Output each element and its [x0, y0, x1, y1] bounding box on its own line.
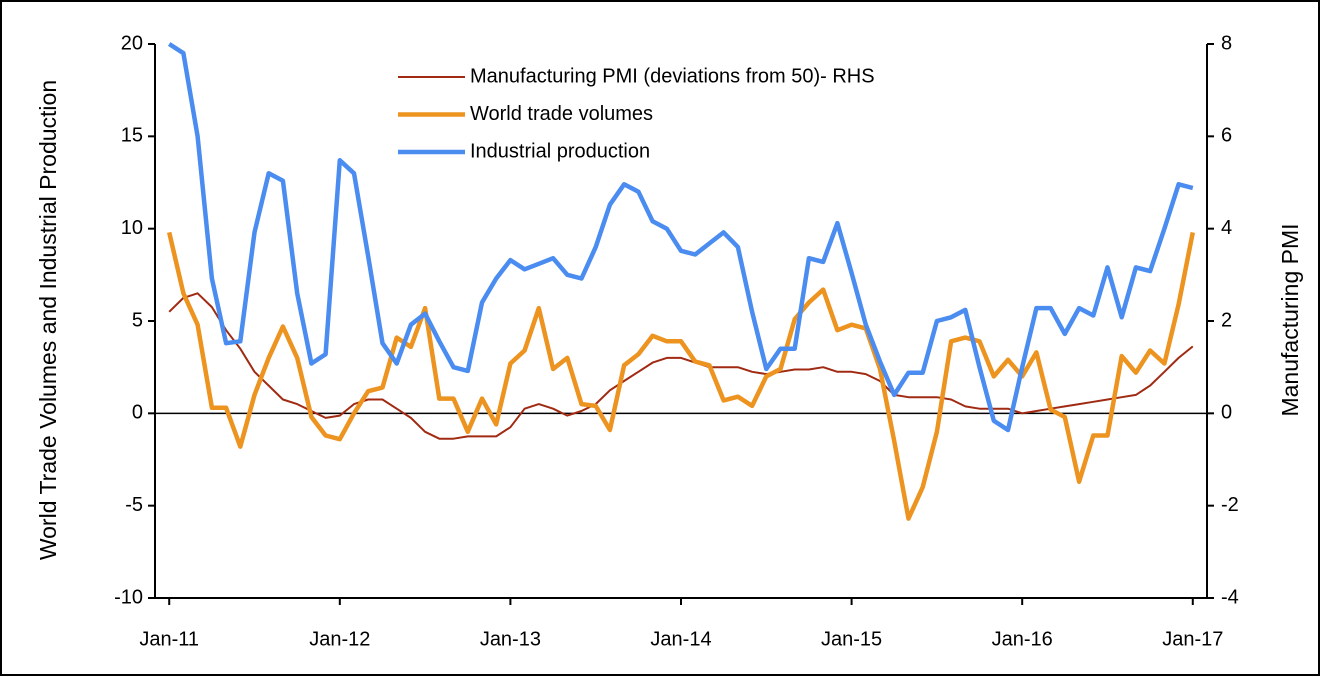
y-axis-title: World Trade Volumes and Industrial Produ… [35, 79, 61, 561]
y2-axis-title: Manufacturing PMI [1277, 223, 1303, 417]
y-tick-label: 5 [132, 309, 143, 331]
x-tick-label: Jan-17 [1162, 628, 1223, 650]
y-tick-label: 20 [121, 32, 143, 54]
y2-tick-label: 2 [1221, 309, 1232, 331]
y2-tick-label: 0 [1221, 402, 1232, 424]
y2-tick-label: 8 [1221, 32, 1232, 54]
y2-tick-label: -4 [1221, 586, 1239, 608]
y2-tick-label: -2 [1221, 494, 1239, 516]
y-tick-label: -10 [114, 586, 143, 608]
x-tick-label: Jan-14 [650, 628, 711, 650]
y-tick-label: 15 [121, 125, 143, 147]
y2-tick-label: 6 [1221, 125, 1232, 147]
series-line [167, 42, 1194, 433]
y-tick-label: 10 [121, 217, 143, 239]
x-tick-label: Jan-13 [480, 628, 541, 650]
legend-label: Industrial production [470, 140, 650, 162]
x-tick-label: Jan-15 [821, 628, 882, 650]
y-tick-label: -5 [125, 494, 143, 516]
x-tick-label: Jan-11 [139, 628, 199, 650]
x-tick-label: Jan-16 [992, 628, 1053, 650]
series-line [168, 292, 1194, 440]
y2-tick-label: 4 [1221, 217, 1232, 239]
y-tick-label: 0 [132, 402, 143, 424]
x-tick-label: Jan-12 [309, 628, 370, 650]
legend-label: Manufacturing PMI (deviations from 50)- … [470, 65, 875, 87]
legend-label: World trade volumes [470, 103, 653, 125]
